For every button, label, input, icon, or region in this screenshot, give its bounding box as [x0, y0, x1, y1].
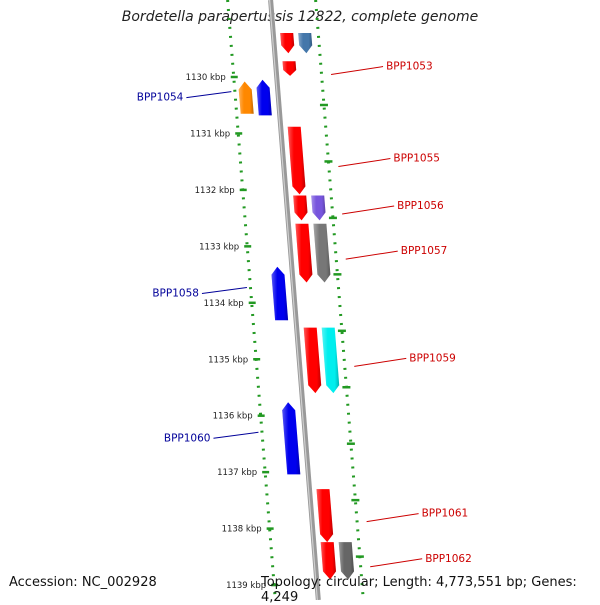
gene-arrow [320, 542, 336, 580]
gene-arrow [311, 195, 326, 221]
gene-arrow [303, 327, 322, 394]
gene-label: BPP1062 [425, 553, 472, 565]
gene-label: BPP1055 [393, 153, 440, 165]
accession-text: Accession: NC_002928 [9, 575, 157, 590]
gene-label: BPP1061 [422, 508, 469, 520]
gene-arrow [287, 126, 306, 195]
gene-shading [295, 223, 313, 283]
gene-shading [316, 489, 334, 543]
label-leader-line [366, 513, 419, 523]
gene-shading [282, 61, 297, 76]
gene-shading [313, 223, 331, 283]
gene-shading [287, 126, 306, 195]
gene-label: BPP1054 [137, 92, 184, 104]
gene-arrow [313, 223, 331, 283]
ruler-ticks: 1130 kbp 1131 kbp 1132 kbp 1133 kbp 1134 kbp… [186, 73, 364, 591]
label-leader-line [201, 286, 248, 294]
gene-shading [338, 542, 354, 580]
genome-summary-text: Topology: circular; Length: 4,773,551 bp… [261, 575, 577, 605]
tick-label: 1139 kbp [226, 581, 266, 591]
gene-shading [271, 266, 289, 321]
gene-arrow [293, 195, 308, 221]
backbone-highlight [269, 0, 318, 600]
gene-label: BPP1057 [401, 245, 448, 257]
gene-arrow [256, 79, 272, 116]
label-leader-line [330, 66, 384, 76]
tick-label: 1130 kbp [186, 73, 226, 83]
tick-label: 1137 kbp [217, 468, 257, 478]
gene-label: BPP1058 [152, 287, 199, 299]
tick-label: 1132 kbp [195, 186, 235, 196]
backbone-line [268, 0, 321, 600]
tick-label: 1135 kbp [208, 355, 248, 365]
genome-backbone [268, 0, 321, 600]
gene-arrow [295, 223, 313, 283]
gene-arrow [238, 81, 254, 114]
gene-shading [282, 402, 301, 475]
gene-arrow [282, 402, 301, 475]
gene-shading [256, 79, 272, 116]
gene-features [238, 33, 354, 580]
gene-label: BPP1060 [164, 432, 211, 444]
gene-shading [298, 33, 313, 54]
gene-arrow [271, 266, 289, 321]
gene-arrow [338, 542, 354, 580]
gene-shading [321, 327, 340, 394]
ruler-dotted-left [226, 0, 277, 600]
gene-shading [303, 327, 322, 394]
gene-shading [280, 33, 295, 54]
gene-labels: BPP1053 BPP1054 BPP1055 BPP1056 BPP1057 BPP10… [137, 61, 472, 568]
label-leader-line [338, 158, 391, 168]
label-leader-line [345, 250, 398, 260]
label-leader-line [342, 205, 395, 215]
tick-label: 1138 kbp [222, 525, 262, 535]
gene-arrow [282, 61, 297, 76]
gene-arrow [321, 327, 340, 394]
tick-label: 1134 kbp [204, 299, 244, 309]
gene-shading [311, 195, 326, 221]
gene-shading [320, 542, 336, 580]
map-title: Bordetella parapertussis 12822, complete… [121, 9, 479, 25]
gene-arrow [280, 33, 295, 54]
tick-label: 1131 kbp [190, 129, 230, 139]
gene-label: BPP1053 [386, 61, 433, 73]
ruler-dotted-right [314, 0, 365, 600]
label-leader-line [354, 357, 407, 367]
tick-label: 1133 kbp [199, 242, 239, 252]
gene-label: BPP1059 [409, 352, 456, 364]
tick-label: 1136 kbp [213, 412, 253, 422]
label-leader-line [370, 558, 423, 568]
gene-shading [293, 195, 308, 221]
ruler-line-left [226, 0, 277, 600]
gene-arrow [298, 33, 313, 54]
label-leader-line [186, 91, 232, 99]
gene-arrow [316, 489, 334, 543]
label-leader-line [213, 431, 259, 439]
gene-shading [238, 81, 254, 114]
gene-label: BPP1056 [397, 200, 444, 212]
ruler-line-right [314, 0, 365, 600]
